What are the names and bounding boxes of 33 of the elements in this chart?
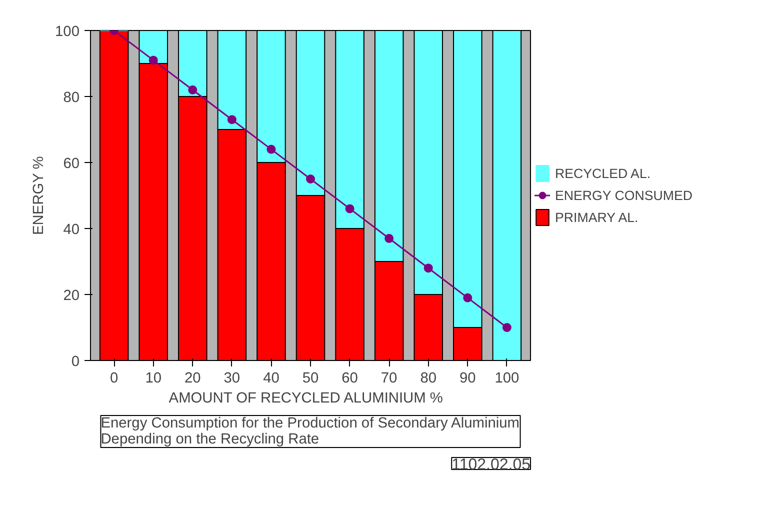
y-tick-label: 100: [55, 24, 80, 40]
point: [345, 204, 354, 214]
point: [306, 174, 315, 184]
x-tick-label: 30: [224, 370, 240, 386]
y-tick-label: 40: [63, 222, 80, 238]
y-tick-label: 80: [63, 90, 80, 106]
x-axis-title: AMOUNT OF RECYCLED ALUMINIUM %: [168, 390, 443, 406]
x-tick-label: 20: [184, 370, 201, 386]
point: [424, 264, 433, 273]
point: [188, 85, 198, 94]
x-tick-label: 10: [145, 370, 162, 386]
x-tick-label: 70: [380, 370, 398, 386]
point: [384, 234, 394, 243]
y-axis-title: ENERGY %: [31, 156, 48, 235]
x-tick-label: 60: [342, 370, 358, 386]
x-tick-label: 100: [494, 370, 520, 386]
point: [148, 56, 158, 65]
legend-label: ENERGY CONSUMED: [555, 188, 692, 202]
text: Energy Consumption for the Production of Secondary Aluminium Depending on the Recycling Rate: [100, 416, 520, 448]
x-tick-label: 80: [420, 370, 437, 386]
legend-label: RECYCLED AL.: [555, 166, 651, 180]
y-tick-label: 0: [71, 354, 80, 370]
legend-label: PRIMARY AL.: [555, 210, 638, 224]
x-tick-label: 0: [110, 370, 118, 386]
x-tick-label: 50: [302, 370, 319, 386]
point: [463, 293, 472, 302]
x-tick-label: 90: [459, 370, 476, 386]
y-tick-label: 20: [63, 288, 80, 304]
point: [266, 144, 276, 154]
point: [227, 115, 236, 124]
point: [502, 323, 512, 332]
x-tick-label: 40: [263, 370, 280, 386]
y-tick-label: 60: [63, 156, 80, 172]
